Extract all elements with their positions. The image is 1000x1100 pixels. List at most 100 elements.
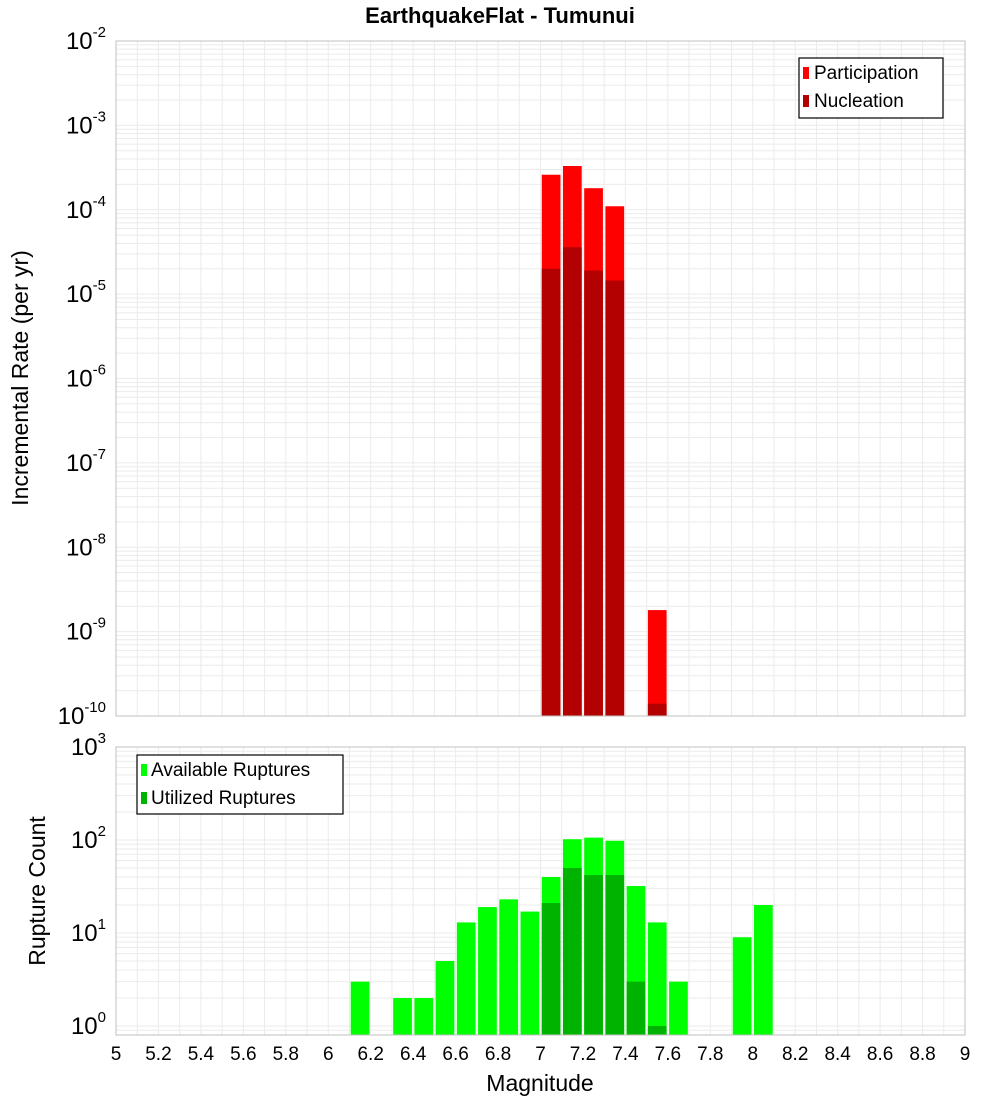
tick-base: 10 <box>58 703 85 730</box>
x-tick-label: 8.6 <box>867 1044 893 1065</box>
count-y-tick-label: 102 <box>71 823 106 854</box>
rate-bars <box>541 166 667 717</box>
x-axis-label: Magnitude <box>486 1070 593 1096</box>
x-tick-label: 8.4 <box>824 1044 851 1065</box>
rate-bar-participation <box>647 610 667 716</box>
tick-exponent: -3 <box>93 108 106 125</box>
count-bar-available-ruptures <box>456 922 476 1035</box>
participation-legend-swatch <box>803 67 809 79</box>
rate-y-tick-label: 10-5 <box>66 277 106 308</box>
tick-base: 10 <box>66 450 93 477</box>
rate-y-tick-label: 10-2 <box>66 24 106 55</box>
tick-exponent: -10 <box>84 699 106 716</box>
x-tick-label: 7.2 <box>570 1044 596 1065</box>
tick-exponent: 0 <box>98 1009 106 1026</box>
count-bar-available-ruptures <box>478 907 497 1035</box>
tick-base: 10 <box>71 734 98 761</box>
tick-exponent: -8 <box>93 530 106 547</box>
count-bar-utilized-ruptures <box>626 981 646 1035</box>
tick-exponent: 3 <box>98 730 106 747</box>
participation-legend-label: Participation <box>814 63 919 84</box>
rate-y-axis-label: Incremental Rate (per yr) <box>7 250 33 506</box>
tick-exponent: -7 <box>93 446 106 463</box>
x-tick-label: 6.6 <box>442 1044 468 1065</box>
rate-y-tick-label: 10-3 <box>66 108 106 139</box>
count-bar-available-ruptures <box>499 899 519 1035</box>
count-bar-available-ruptures <box>350 981 370 1035</box>
tick-base: 10 <box>66 619 93 646</box>
tick-base: 10 <box>66 534 93 561</box>
tick-base: 10 <box>66 366 93 393</box>
available-legend-swatch <box>141 764 147 776</box>
tick-base: 10 <box>66 197 93 224</box>
x-tick-label: 5.4 <box>188 1044 215 1065</box>
x-tick-label: 5 <box>111 1044 122 1065</box>
count-bar-available-ruptures <box>647 922 667 1035</box>
tick-exponent: -9 <box>93 615 106 632</box>
x-tick-label: 5.8 <box>273 1044 299 1065</box>
rate-legend-box <box>798 57 944 119</box>
count-y-tick-label: 103 <box>71 730 106 761</box>
rate-legend: Participation Nucleation <box>798 57 944 119</box>
x-tick-label: 6.4 <box>400 1044 427 1065</box>
count-bar-available-ruptures <box>732 937 752 1035</box>
chart-title: EarthquakeFlat - Tumunui <box>365 3 635 28</box>
count-bar-utilized-ruptures <box>647 1025 667 1035</box>
x-tick-label: 8.2 <box>782 1044 808 1065</box>
count-y-axis-label: Rupture Count <box>24 816 50 966</box>
tick-base: 10 <box>71 827 98 854</box>
count-bar-utilized-ruptures <box>584 875 603 1035</box>
tick-exponent: -4 <box>93 193 106 210</box>
count-bar-utilized-ruptures <box>605 875 625 1035</box>
x-tick-label: 7.6 <box>655 1044 681 1065</box>
tick-exponent: 2 <box>98 823 106 840</box>
x-tick-label: 6 <box>323 1044 334 1065</box>
tick-exponent: -2 <box>93 24 106 41</box>
rate-bar-nucleation <box>647 703 667 716</box>
count-bar-available-ruptures <box>435 960 455 1035</box>
rate-bar-nucleation <box>541 268 561 716</box>
rate-plot-frame <box>115 40 966 717</box>
count-bar-available-ruptures <box>520 911 540 1035</box>
nucleation-legend-label: Nucleation <box>814 91 904 112</box>
count-bars <box>350 837 773 1035</box>
x-axis-ticks: 5 5.2 5.4 5.6 5.8 6 6.2 6.4 6.6 6.8 7 7.2 7.4 7.6 7.8 8… <box>111 1044 971 1065</box>
count-bar-utilized-ruptures <box>562 867 582 1035</box>
rate-y-tick-label: 10-6 <box>66 362 106 393</box>
tick-base: 10 <box>66 112 93 139</box>
utilized-legend-label: Utilized Ruptures <box>151 788 296 809</box>
tick-base: 10 <box>71 920 98 947</box>
count-bar-available-ruptures <box>754 904 773 1035</box>
x-tick-label: 7 <box>535 1044 546 1065</box>
count-bar-available-ruptures <box>669 981 688 1035</box>
x-tick-label: 7.4 <box>612 1044 639 1065</box>
x-tick-label: 5.2 <box>145 1044 171 1065</box>
tick-base: 10 <box>66 281 93 308</box>
tick-base: 10 <box>71 1013 98 1040</box>
tick-exponent: 1 <box>98 916 106 933</box>
tick-exponent: -6 <box>93 362 106 379</box>
rate-grid <box>115 40 966 717</box>
rate-y-tick-label: 10-10 <box>58 699 106 730</box>
count-y-tick-label: 100 <box>71 1009 106 1040</box>
nucleation-legend-swatch <box>803 95 809 107</box>
count-bar-available-ruptures <box>393 997 412 1035</box>
available-legend-label: Available Ruptures <box>151 760 310 781</box>
rate-y-tick-label: 10-9 <box>66 615 106 646</box>
x-tick-label: 9 <box>960 1044 971 1065</box>
x-tick-label: 6.8 <box>485 1044 511 1065</box>
rate-bar-nucleation <box>605 280 625 716</box>
count-y-tick-label: 101 <box>71 916 106 947</box>
x-tick-label: 8.8 <box>909 1044 935 1065</box>
count-legend-box <box>136 754 344 815</box>
rate-bar-nucleation <box>584 270 603 716</box>
x-tick-label: 6.2 <box>357 1044 383 1065</box>
x-tick-label: 5.6 <box>230 1044 256 1065</box>
count-plot-frame <box>115 746 966 1036</box>
tick-exponent: -5 <box>93 277 106 294</box>
